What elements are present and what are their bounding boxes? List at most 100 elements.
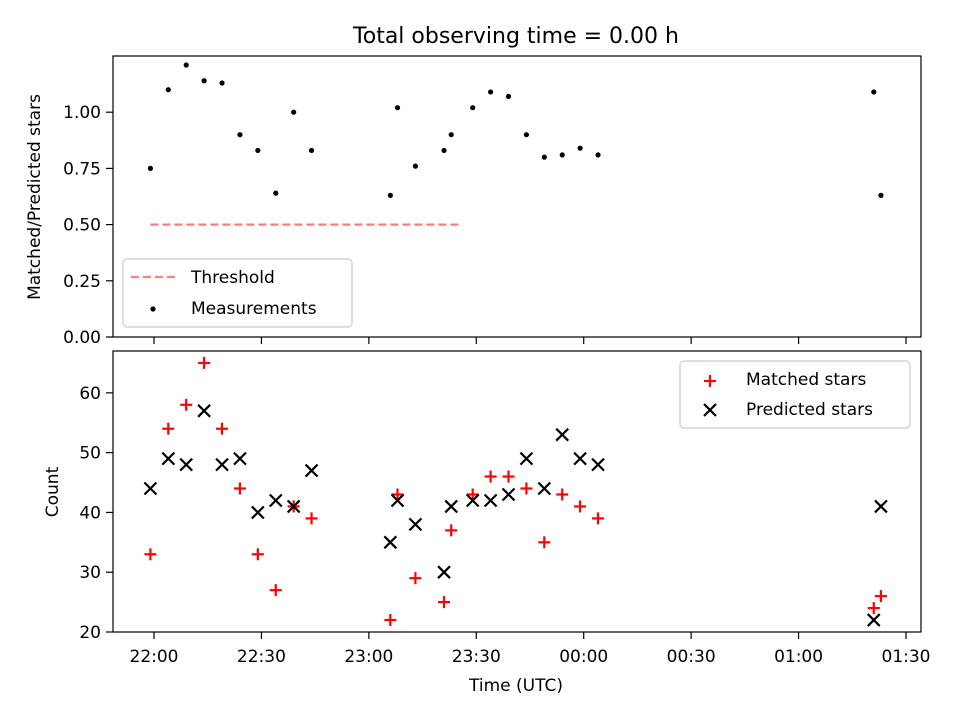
measurement-point [559, 152, 565, 158]
matched-point [180, 398, 193, 411]
y-tick-label: 0.00 [63, 328, 101, 348]
legend-label-measurements: Measurements [191, 299, 317, 319]
matched-point [233, 482, 246, 495]
predicted-point [591, 457, 605, 472]
matched-point [445, 524, 458, 537]
predicted-point [866, 613, 881, 627]
measurement-point [237, 132, 243, 138]
legend-marker-measurements [150, 306, 156, 312]
y-tick-label: 30 [79, 563, 101, 583]
measurement-point [523, 132, 530, 138]
legend-marker-matched [704, 375, 716, 387]
y-tick-label: 50 [79, 444, 101, 464]
predicted-point [444, 499, 458, 514]
predicted-point [408, 517, 423, 532]
measurement-point [541, 154, 547, 160]
predicted-point [143, 481, 158, 496]
y-ticks-count: 20 30 40 50 60 [79, 384, 113, 643]
y-tick-label: 0.75 [63, 159, 101, 179]
predicted-point [555, 427, 570, 442]
predicted-point [304, 463, 319, 478]
matched-point [574, 500, 587, 513]
x-tick-label: 00:00 [559, 647, 608, 667]
matched-point [874, 590, 887, 603]
legend-box-ratio [122, 258, 353, 328]
measurement-point [394, 105, 401, 111]
matched-point [556, 488, 569, 501]
predicted-point [437, 565, 451, 579]
measurement-point [147, 165, 154, 171]
predicted-point [465, 493, 480, 508]
legend-box-count [679, 360, 911, 429]
matched-point [438, 596, 451, 609]
legend-marker-predicted [703, 403, 717, 417]
measurement-point [488, 89, 494, 95]
x-tick-label: 22:30 [237, 647, 286, 667]
matched-point [502, 470, 515, 483]
x-axis-label: Time (UTC) [468, 676, 563, 696]
matched-point [409, 572, 422, 585]
y-tick-label: 0.50 [63, 216, 101, 236]
matched-point [251, 548, 264, 561]
matched-point [867, 602, 880, 615]
legend-label-predicted: Predicted stars [746, 400, 873, 420]
predicted-point [483, 493, 498, 508]
predicted-point [286, 499, 301, 514]
measurement-point [505, 93, 512, 100]
matched-point [538, 536, 551, 549]
chart-title: Total observing time = 0.00 h [352, 24, 679, 49]
measurement-point [165, 87, 171, 93]
matched-point [466, 488, 479, 501]
y-tick-label: 60 [79, 384, 101, 404]
measurement-point [201, 78, 207, 84]
y-axis-label-ratio: Matched/Predicted stars [25, 94, 45, 300]
x-tick-label: 22:00 [130, 647, 179, 667]
measurement-point [291, 109, 297, 115]
legend-count: Matched stars Predicted stars [679, 360, 911, 429]
matched-point [198, 356, 211, 369]
y-tick-label: 1.00 [63, 103, 101, 123]
matched-point [384, 614, 397, 627]
measurement-point [219, 80, 225, 86]
predicted-point [390, 493, 405, 508]
measurement-point [273, 190, 279, 196]
count-panel: Count Time (UTC) 20 30 40 50 60 22:00 22:30 23… [43, 350, 931, 696]
x-tick-label: 01:00 [774, 647, 823, 667]
measurement-point [441, 147, 447, 154]
matched-point [484, 470, 497, 483]
measurement-point [595, 152, 601, 158]
x-tick-label: 23:00 [344, 647, 393, 667]
matched-point [269, 584, 282, 597]
matched-point [216, 422, 229, 435]
matched-point [391, 488, 404, 501]
y-ticks-ratio: 0.00 0.25 0.50 0.75 1.00 [63, 103, 113, 348]
predicted-point [501, 487, 516, 502]
predicted-point [197, 404, 211, 418]
axes-frame-ratio [112, 55, 922, 338]
ratio-panel: Total observing time = 0.00 h Matched/Pr… [25, 24, 922, 348]
predicted-point [268, 493, 283, 508]
predicted-point [179, 457, 194, 472]
x-tick-label: 23:30 [452, 647, 501, 667]
legend-label-threshold: Threshold [190, 268, 275, 288]
measurement-point [577, 145, 583, 151]
x-tick-label: 00:30 [667, 647, 716, 667]
measurement-point [308, 147, 315, 154]
predicted-point [215, 457, 229, 472]
predicted-point [874, 499, 888, 514]
predicted-point [383, 535, 398, 550]
measurement-point [470, 105, 476, 111]
measurement-point [871, 89, 877, 95]
predicted-point [161, 451, 176, 466]
x-ticks-ratio [153, 337, 907, 344]
matched-point [520, 482, 533, 495]
legend-ratio: Threshold Measurements [122, 258, 353, 328]
predicted-point [573, 451, 587, 466]
y-tick-label: 0.25 [63, 272, 101, 292]
plot-area-count [143, 356, 888, 627]
measurement-point [448, 132, 454, 138]
axes-frame-count [112, 350, 922, 633]
